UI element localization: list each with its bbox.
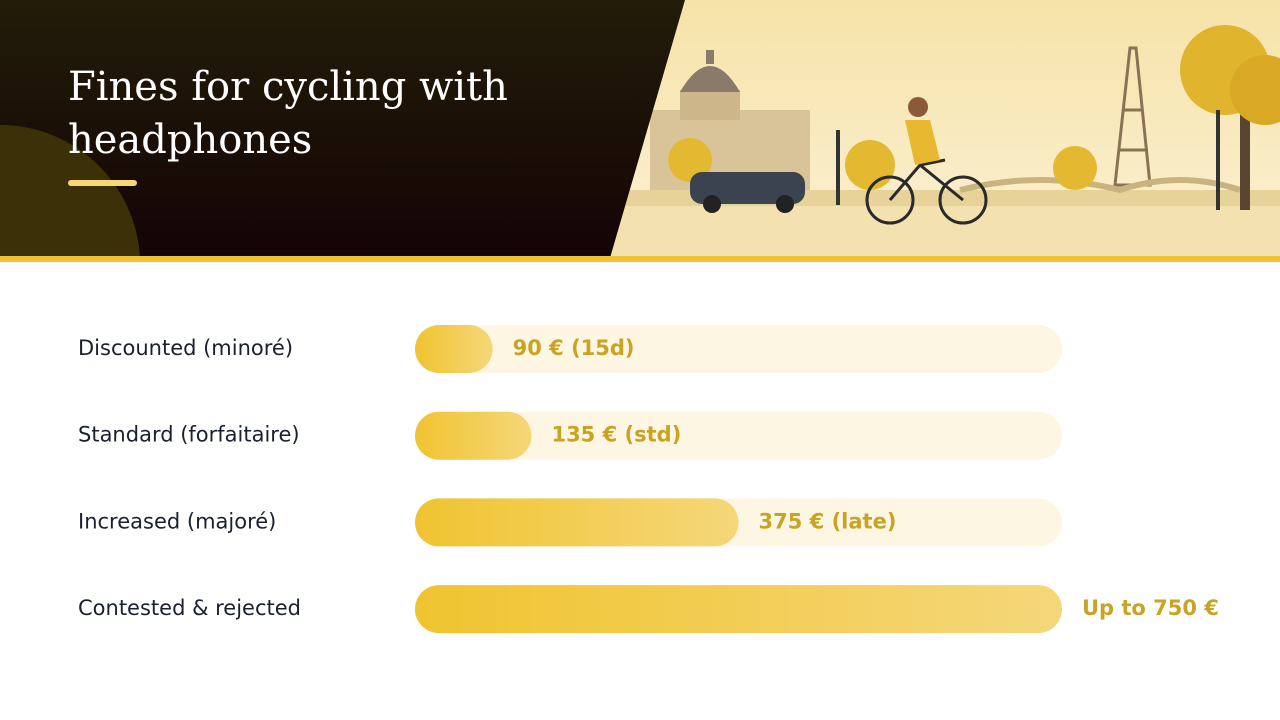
header-rule [0, 256, 1280, 262]
bar [415, 498, 739, 547]
category-label: Discounted (minoré) [78, 336, 293, 360]
bar [415, 585, 1062, 634]
value-label: 90 € (15d) [513, 336, 635, 360]
category-label: Contested & rejected [78, 596, 301, 620]
header-illustration [600, 0, 1280, 258]
value-label: 375 € (late) [759, 509, 897, 533]
bar-track [415, 325, 1062, 373]
value-label: Up to 750 € [1082, 596, 1219, 620]
header-panel [0, 0, 685, 258]
bar [415, 411, 532, 460]
category-label: Increased (majoré) [78, 509, 276, 533]
chart-title: Fines for cycling with headphones [68, 64, 508, 163]
title-underline [68, 180, 137, 186]
decor-circle [0, 124, 140, 258]
value-label: 135 € (std) [551, 423, 681, 447]
bar-track [415, 411, 1062, 460]
bar [415, 325, 493, 373]
category-label: Standard (forfaitaire) [78, 423, 300, 447]
